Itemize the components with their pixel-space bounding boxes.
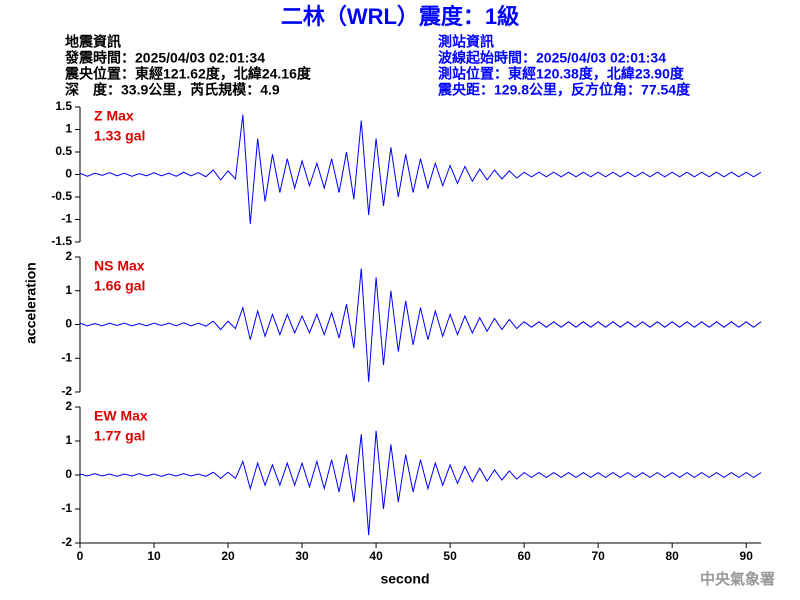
x-tick-label: 30 xyxy=(295,549,309,563)
y-tick-label: -2 xyxy=(61,535,72,549)
info-line: 震央位置：東經121.62度，北緯24.16度 xyxy=(64,66,312,82)
y-tick-label: -1 xyxy=(61,212,72,226)
waveform xyxy=(79,114,762,225)
station-line: 震央距：129.8公里，反方位角：77.54度 xyxy=(437,82,691,98)
info-line: 發震時間：2025/04/03 02:01:34 xyxy=(64,50,265,66)
component-label: EW Max xyxy=(94,408,148,424)
y-tick-label: -1.5 xyxy=(51,234,72,248)
station-line: 測站位置：東經120.38度，北緯23.90度 xyxy=(438,66,685,82)
footer: 中央氣象署 xyxy=(700,570,775,588)
y-tick-label: 1 xyxy=(65,433,72,447)
x-tick-label: 60 xyxy=(517,549,531,563)
x-tick-label: 40 xyxy=(369,549,383,563)
x-axis-label: second xyxy=(380,571,429,587)
x-tick-label: 20 xyxy=(221,549,235,563)
max-label: 1.33 gal xyxy=(94,128,145,144)
waveform xyxy=(79,430,762,536)
y-tick-label: 0 xyxy=(65,467,72,481)
y-tick-label: 0.5 xyxy=(55,144,72,158)
page-title: 二林（WRL）震度：1級 xyxy=(281,4,519,29)
y-tick-label: 2 xyxy=(65,249,72,263)
y-axis-label: acceleration xyxy=(23,262,39,344)
component-label: Z Max xyxy=(94,108,134,124)
y-tick-label: -2 xyxy=(61,384,72,398)
y-tick-label: 0 xyxy=(65,317,72,331)
x-tick-label: 70 xyxy=(591,549,605,563)
x-tick-label: 80 xyxy=(665,549,679,563)
y-tick-label: -1 xyxy=(61,501,72,515)
y-tick-label: 1 xyxy=(65,283,72,297)
x-tick-label: 10 xyxy=(147,549,161,563)
max-label: 1.66 gal xyxy=(94,278,145,294)
y-tick-label: -0.5 xyxy=(51,189,72,203)
y-tick-label: 2 xyxy=(65,399,72,413)
component-label: NS Max xyxy=(94,258,145,274)
x-tick-label: 90 xyxy=(740,549,754,563)
max-label: 1.77 gal xyxy=(94,428,145,444)
x-tick-label: 0 xyxy=(77,549,84,563)
y-tick-label: 0 xyxy=(65,167,72,181)
station-line: 波線起始時間：2025/04/03 02:01:34 xyxy=(438,50,666,66)
station-line: 測站資訊 xyxy=(438,34,494,50)
y-tick-label: 1.5 xyxy=(55,99,72,113)
info-line: 深 度：33.9公里，芮氏規模：4.9 xyxy=(65,82,280,98)
y-tick-label: -1 xyxy=(61,350,72,364)
waveform xyxy=(79,268,762,382)
x-tick-label: 50 xyxy=(443,549,457,563)
y-tick-label: 1 xyxy=(65,122,72,136)
info-line: 地震資訊 xyxy=(65,34,121,50)
